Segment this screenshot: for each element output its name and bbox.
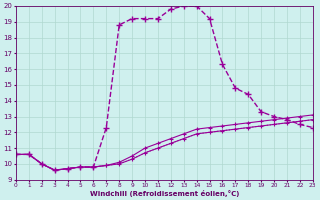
X-axis label: Windchill (Refroidissement éolien,°C): Windchill (Refroidissement éolien,°C) — [90, 190, 239, 197]
